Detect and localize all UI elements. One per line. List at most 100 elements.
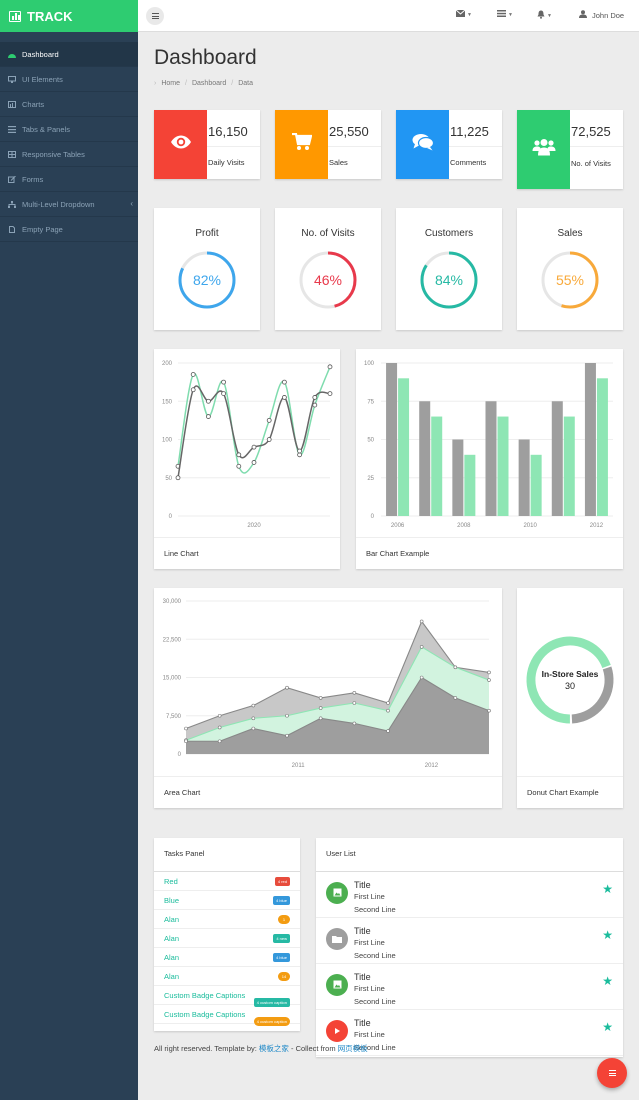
task-item[interactable]: Alan 4 blue	[154, 948, 300, 967]
task-item[interactable]: Alan 1	[154, 910, 300, 929]
y-tick-label: 50	[165, 476, 172, 482]
task-badge: 4 blue	[273, 952, 290, 962]
notifications-dropdown[interactable]: ▼	[537, 10, 552, 21]
stat-label: Daily Visits	[208, 158, 245, 167]
star-icon[interactable]: ★	[602, 928, 613, 942]
task-item[interactable]: Alan 4 new	[154, 929, 300, 948]
sidebar-item-label: UI Elements	[22, 74, 63, 84]
task-item[interactable]: Red 4 red	[154, 872, 300, 891]
sidebar-item-ui-elements[interactable]: UI Elements	[0, 67, 138, 92]
item-first-line: First Line	[354, 1030, 385, 1039]
brand[interactable]: TRACK	[0, 0, 138, 32]
page-title: Dashboard	[154, 46, 257, 69]
sidebar-item-dashboard[interactable]: Dashboard	[0, 42, 138, 67]
x-tick-label: 2008	[457, 523, 471, 529]
user-list-item[interactable]: Title First Line Second Line ★	[316, 918, 623, 964]
task-badge: 4 red	[274, 876, 290, 886]
sidebar-item-label: Forms	[22, 174, 44, 184]
data-point	[487, 670, 491, 675]
bell-icon	[537, 10, 545, 21]
data-point	[487, 678, 491, 682]
stat-card-daily-visits: 16,150 Daily Visits	[154, 110, 260, 179]
data-point	[236, 463, 242, 469]
item-title: Title	[354, 1018, 371, 1028]
task-badge: 4 blue	[273, 895, 290, 905]
sidebar-item-responsive-tables[interactable]: Responsive Tables	[0, 142, 138, 167]
star-icon[interactable]: ★	[602, 1020, 613, 1034]
bar	[485, 401, 497, 516]
sidebar-item-tabs-panels[interactable]: Tabs & Panels	[0, 117, 138, 142]
task-item[interactable]: Custom Badge Captions 4 custom caption	[154, 1005, 300, 1026]
file-icon	[8, 225, 16, 233]
footer-link-collect[interactable]: 网页模板	[337, 1044, 368, 1053]
gauge-arc	[299, 251, 357, 309]
bar-chart-card: 0 25 50 75 100 2006 2008 2010 2012 Bar Chart Exa…	[356, 349, 623, 569]
item-first-line: First Line	[354, 984, 385, 993]
footer-link-template[interactable]: 模板之家	[258, 1044, 289, 1053]
sidebar-item-multi-level-dropdown[interactable]: Multi-Level Dropdown ‹	[0, 192, 138, 217]
data-point	[352, 691, 357, 695]
task-label: Alan	[164, 952, 180, 962]
bar	[551, 401, 563, 516]
data-point	[206, 414, 211, 419]
donut-chart-card: In-Store Sales 30 Donut Chart Example	[517, 588, 623, 808]
sidebar-item-forms[interactable]: Forms	[0, 167, 138, 192]
breadcrumb-separator: /	[231, 80, 234, 87]
line-chart: 0 50 100 150 200 2020	[162, 361, 333, 529]
users-icon	[532, 138, 556, 161]
gauge-ring: 84%	[420, 251, 478, 309]
y-tick-label: 25	[367, 476, 374, 482]
user-list-item[interactable]: Title First Line Second Line ★	[316, 872, 623, 918]
menu-toggle-button[interactable]	[146, 7, 164, 25]
data-point	[184, 739, 188, 744]
data-point	[251, 716, 256, 721]
gauge-arc	[541, 251, 599, 309]
task-item[interactable]: Custom Badge Captions 4 custom caption	[154, 986, 300, 1007]
item-first-line: First Line	[354, 892, 385, 901]
task-item[interactable]: Alan 14	[154, 967, 300, 986]
y-tick-label: 200	[162, 361, 173, 367]
bar	[596, 378, 608, 516]
data-point	[190, 387, 196, 393]
data-point	[352, 701, 357, 705]
breadcrumb-dashboard[interactable]: Dashboard	[191, 80, 227, 87]
floating-menu-button[interactable]	[597, 1058, 627, 1088]
star-icon[interactable]: ★	[602, 882, 613, 896]
bar	[518, 439, 530, 516]
task-label: Custom Badge Captions	[164, 1009, 246, 1019]
user-list: Title First Line Second Line ★ Title First Li…	[316, 872, 623, 1056]
sidebar-item-empty-page[interactable]: Empty Page	[0, 217, 138, 242]
messages-dropdown[interactable]: ▼	[455, 9, 472, 19]
area-line	[186, 676, 490, 742]
stat-icon-box	[154, 110, 207, 179]
task-badge: 14	[278, 971, 290, 981]
user-list-item[interactable]: Title First Line Second Line ★	[316, 964, 623, 1010]
tasks-dropdown[interactable]: ▼	[497, 10, 513, 19]
bar	[398, 378, 410, 516]
stat-label: No. of Visits	[571, 159, 611, 168]
topbar: ▼ ▼ ▼ John Doe	[138, 0, 639, 32]
y-tick-label: 7,500	[166, 714, 182, 720]
user-dropdown[interactable]: John Doe	[579, 10, 624, 20]
data-point	[285, 733, 289, 738]
sidebar-nav: Dashboard UI Elements Charts Tabs & Panels R…	[0, 42, 138, 242]
gauge-value: 84%	[435, 272, 463, 288]
task-item[interactable]: Blue 4 blue	[154, 891, 300, 910]
task-list: Red 4 red Blue 4 blue Alan 1 Alan 4 new Alan 4 bl…	[154, 872, 300, 1026]
donut-center-label: In-Store Sales	[542, 669, 599, 679]
y-tick-label: 100	[364, 361, 375, 367]
star-icon[interactable]: ★	[602, 974, 613, 988]
x-tick-label: 2010	[523, 523, 537, 529]
stat-icon-box	[517, 110, 570, 189]
task-badge: 4 custom caption	[253, 1017, 290, 1026]
gauge-arc	[178, 251, 236, 309]
sidebar-item-charts[interactable]: Charts	[0, 92, 138, 117]
avatar	[326, 882, 348, 904]
data-point	[217, 739, 222, 744]
breadcrumb-home[interactable]: Home	[161, 80, 181, 87]
data-point	[318, 716, 323, 721]
stat-label: Comments	[450, 158, 487, 167]
caret-down-icon: ▼	[508, 11, 513, 18]
user-list-item[interactable]: Title First Line Second Line ★	[316, 1010, 623, 1056]
bar	[419, 401, 431, 516]
